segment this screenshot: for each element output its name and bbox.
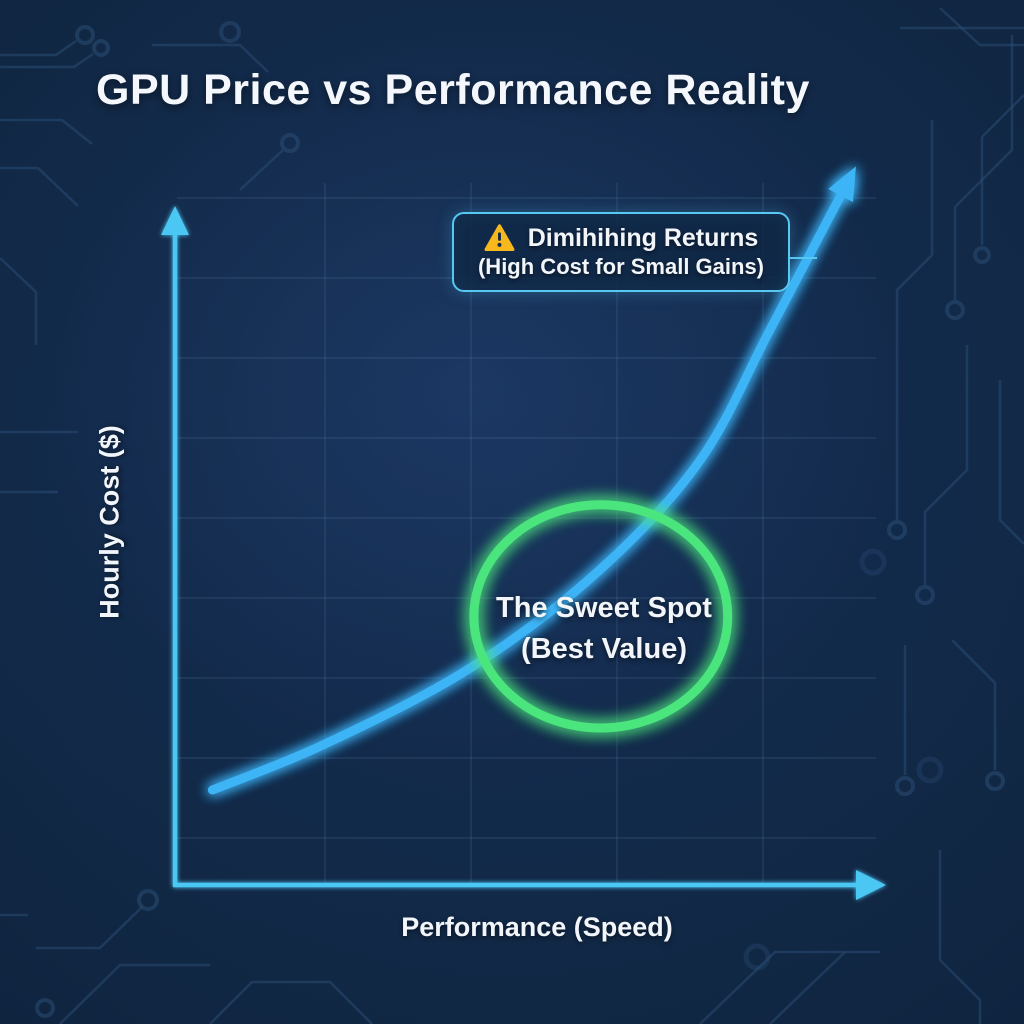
x-axis-arrowhead-icon <box>856 870 886 900</box>
chart-title: GPU Price vs Performance Reality <box>96 66 810 114</box>
callout-subtext: (High Cost for Small Gains) <box>477 254 765 280</box>
circuit-traces <box>0 7 1024 1024</box>
axes <box>161 206 886 900</box>
y-axis-arrowhead-icon <box>161 206 189 235</box>
sweet-spot-line2: (Best Value) <box>520 632 687 665</box>
cost-curve <box>207 177 853 795</box>
x-axis-label: Performance (Speed) <box>401 912 673 942</box>
sweet-spot-line1: The Sweet Spot <box>496 592 712 624</box>
sweet-spot-circle <box>469 500 733 733</box>
callout-heading-row: Dimihihing Returns <box>462 224 780 252</box>
cost-curve-group <box>207 166 856 795</box>
y-axis-label: Hourly Cost ($) <box>94 425 125 619</box>
callout-heading: Dimihihing Returns <box>527 223 759 252</box>
warning-triangle-icon <box>484 224 515 252</box>
curve-arrowhead-icon <box>828 166 856 203</box>
diminishing-returns-callout: Dimihihing Returns (High Cost for Small … <box>452 212 790 292</box>
sweet-spot-label: The Sweet Spot (Best Value) <box>496 588 712 669</box>
